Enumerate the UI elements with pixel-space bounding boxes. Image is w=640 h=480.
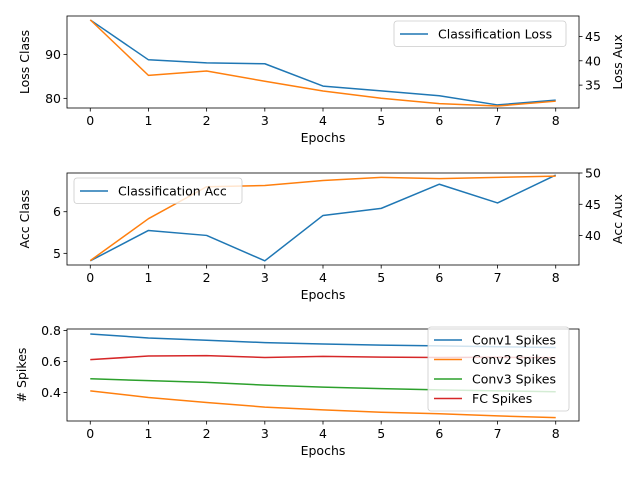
legend-box (393, 20, 567, 47)
x-tick-label: 8 (552, 270, 560, 285)
x-tick-label: 6 (435, 113, 443, 128)
y-tick-label: 80 (45, 91, 61, 106)
subplot-3: 0 1 2 3 4 5 6 7 8 Epochs 0.4 0.6 0.8 # Spikes Conv1 Sp… (14, 323, 580, 458)
x-tick-label: 1 (144, 270, 152, 285)
x-axis-label: Epochs (301, 443, 346, 458)
x-tick-label: 2 (203, 426, 211, 441)
x-tick-label: 7 (494, 270, 502, 285)
y-axis-label: Acc Class (17, 190, 32, 249)
x-axis-label: Epochs (301, 130, 346, 145)
x-tick-label: 8 (552, 426, 560, 441)
x-tick-label: 1 (144, 113, 152, 128)
y-right-tick-label: 50 (585, 166, 601, 181)
x-tick-label: 8 (552, 113, 560, 128)
y-right-tick-label: 35 (585, 78, 601, 93)
x-tick-label: 1 (144, 426, 152, 441)
x-tick-label: 7 (494, 113, 502, 128)
x-tick-label: 6 (435, 426, 443, 441)
y-right-tick-label: 45 (585, 29, 601, 44)
x-tick-label: 0 (86, 426, 94, 441)
x-tick-label: 5 (377, 113, 385, 128)
x-tick-label: 0 (86, 113, 94, 128)
x-tick-label: 4 (319, 426, 327, 441)
y-tick-label: 0.8 (41, 323, 61, 338)
x-tick-label: 4 (319, 270, 327, 285)
x-tick-label: 6 (435, 270, 443, 285)
x-tick-label: 7 (494, 426, 502, 441)
y-axis-label: Loss Class (17, 30, 32, 94)
y-tick-label: 0.4 (41, 385, 61, 400)
x-tick-label: 2 (203, 270, 211, 285)
y-right-tick-label: 40 (585, 228, 601, 243)
y-axis-label: # Spikes (14, 348, 29, 403)
x-tick-label: 3 (261, 426, 269, 441)
legend-label: Classification Acc (118, 184, 227, 199)
y-right-axis-label: Acc Aux (610, 194, 625, 244)
legend-box (73, 177, 243, 204)
y-tick-label: 5 (53, 246, 61, 261)
y-tick-label: 0.6 (41, 354, 61, 369)
x-tick-label: 3 (261, 113, 269, 128)
legend-label: Conv3 Spikes (472, 372, 556, 387)
legend-label: FC Spikes (472, 391, 532, 406)
x-tick-label: 0 (86, 270, 94, 285)
y-tick-label: 90 (45, 47, 61, 62)
y-right-axis-label: Loss Aux (610, 34, 625, 89)
legend-label: Conv2 Spikes (472, 352, 556, 367)
x-tick-label: 5 (377, 426, 385, 441)
x-tick-label: 5 (377, 270, 385, 285)
legend-label: Conv1 Spikes (472, 333, 556, 348)
x-tick-label: 4 (319, 113, 327, 128)
x-tick-label: 3 (261, 270, 269, 285)
legend-box (427, 326, 570, 412)
y-tick-label: 6 (53, 204, 61, 219)
y-right-tick-label: 45 (585, 197, 601, 212)
x-tick-label: 2 (203, 113, 211, 128)
y-right-tick-label: 40 (585, 53, 601, 68)
legend-label: Classification Loss (438, 27, 552, 42)
x-axis-label: Epochs (301, 287, 346, 302)
